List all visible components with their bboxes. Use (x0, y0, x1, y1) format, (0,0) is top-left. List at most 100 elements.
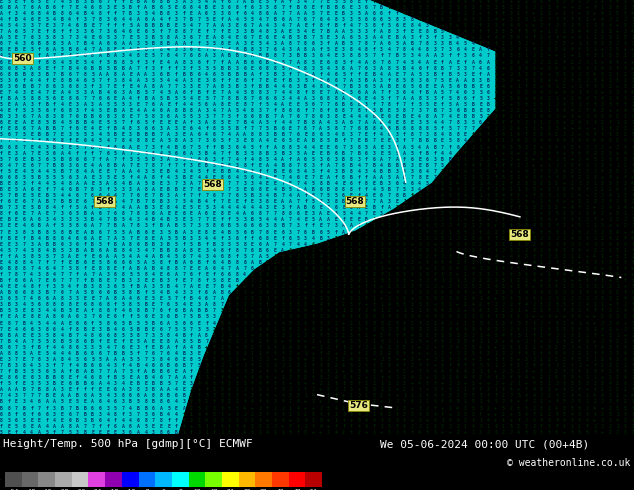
Text: E: E (91, 430, 94, 435)
Text: 5: 5 (8, 417, 10, 423)
Text: f: f (502, 199, 505, 204)
Text: 4: 4 (145, 218, 147, 222)
Text: t: t (548, 315, 550, 319)
Text: +: + (533, 199, 535, 204)
Text: 6: 6 (190, 5, 193, 10)
Text: 5: 5 (152, 290, 155, 295)
Text: t: t (342, 381, 345, 386)
Text: 5: 5 (479, 320, 482, 325)
Text: 1: 1 (342, 308, 345, 314)
Text: B: B (137, 48, 139, 52)
Text: 4: 4 (152, 108, 155, 113)
Text: 2: 2 (335, 260, 337, 265)
Text: B: B (167, 393, 170, 398)
Text: 3: 3 (434, 229, 436, 235)
Text: 5: 5 (266, 284, 269, 289)
Text: 3: 3 (593, 229, 596, 235)
Text: 6: 6 (243, 260, 246, 265)
Text: 3: 3 (380, 48, 383, 52)
Text: 3: 3 (152, 284, 155, 289)
Text: t: t (281, 381, 284, 386)
Text: B: B (107, 199, 109, 204)
Text: t: t (289, 369, 292, 374)
Text: 6: 6 (8, 345, 10, 350)
Text: 3: 3 (525, 357, 527, 362)
Text: 1: 1 (540, 48, 543, 52)
Text: +: + (479, 0, 482, 4)
Text: t: t (441, 363, 444, 368)
Text: 5: 5 (533, 0, 535, 4)
Text: 6: 6 (167, 369, 170, 374)
Text: 5: 5 (380, 254, 383, 259)
Text: f: f (259, 266, 261, 271)
Text: +: + (571, 84, 573, 89)
Text: 4: 4 (479, 236, 482, 241)
Text: 1: 1 (373, 412, 375, 416)
Text: A: A (281, 102, 284, 107)
Text: 4: 4 (312, 327, 314, 332)
Text: E: E (213, 90, 216, 95)
Text: B: B (46, 126, 48, 131)
Text: 4: 4 (502, 193, 505, 198)
Text: E: E (304, 175, 307, 180)
Text: 4: 4 (274, 157, 276, 162)
Text: B: B (0, 278, 3, 283)
Text: 8: 8 (259, 157, 261, 162)
Text: 2: 2 (609, 11, 611, 16)
Text: 5: 5 (266, 157, 269, 162)
Text: 1: 1 (281, 430, 284, 435)
Text: 3: 3 (418, 290, 421, 295)
Text: B: B (145, 242, 147, 246)
Text: 3: 3 (624, 417, 626, 423)
Text: 3: 3 (281, 96, 284, 101)
Text: 6: 6 (68, 187, 71, 192)
Text: 6: 6 (99, 406, 101, 411)
Text: 1: 1 (563, 53, 566, 58)
Text: t: t (243, 393, 246, 398)
Text: +: + (555, 218, 558, 222)
Text: t: t (495, 72, 497, 76)
Text: 5: 5 (517, 333, 520, 338)
Text: 3: 3 (601, 181, 604, 186)
Text: E: E (152, 424, 155, 429)
Text: 5: 5 (548, 48, 550, 52)
Text: 1: 1 (205, 430, 208, 435)
Text: +: + (525, 229, 527, 235)
Text: 3: 3 (609, 41, 611, 46)
Text: B: B (46, 5, 48, 10)
Text: f: f (403, 139, 406, 144)
Text: f: f (418, 218, 421, 222)
Text: J: J (266, 357, 269, 362)
Text: A: A (91, 211, 94, 216)
Text: f: f (593, 333, 596, 338)
Text: 7: 7 (122, 369, 124, 374)
Text: 4: 4 (145, 150, 147, 156)
Text: 8: 8 (221, 175, 223, 180)
Text: A: A (46, 223, 48, 228)
Text: 4: 4 (84, 5, 86, 10)
Text: f: f (38, 59, 41, 65)
Text: 5: 5 (502, 260, 505, 265)
Text: 2: 2 (631, 102, 634, 107)
Text: 5: 5 (434, 296, 436, 301)
Text: J: J (441, 218, 444, 222)
Text: 2: 2 (396, 406, 398, 411)
Text: 4: 4 (571, 412, 573, 416)
Text: 5: 5 (152, 169, 155, 174)
Text: 7: 7 (23, 272, 25, 277)
Text: B: B (289, 78, 292, 83)
Text: 5: 5 (221, 393, 223, 398)
Text: A: A (137, 254, 139, 259)
Text: 8: 8 (335, 199, 337, 204)
Text: 3: 3 (350, 254, 353, 259)
Text: A: A (380, 157, 383, 162)
Text: 5: 5 (259, 41, 261, 46)
Text: 4: 4 (586, 417, 588, 423)
Text: A: A (373, 90, 375, 95)
Text: B: B (61, 72, 63, 76)
Text: 8: 8 (342, 108, 345, 113)
Text: 4: 4 (380, 406, 383, 411)
Text: E: E (68, 145, 71, 149)
Text: +: + (380, 296, 383, 301)
Text: 3: 3 (540, 430, 543, 435)
